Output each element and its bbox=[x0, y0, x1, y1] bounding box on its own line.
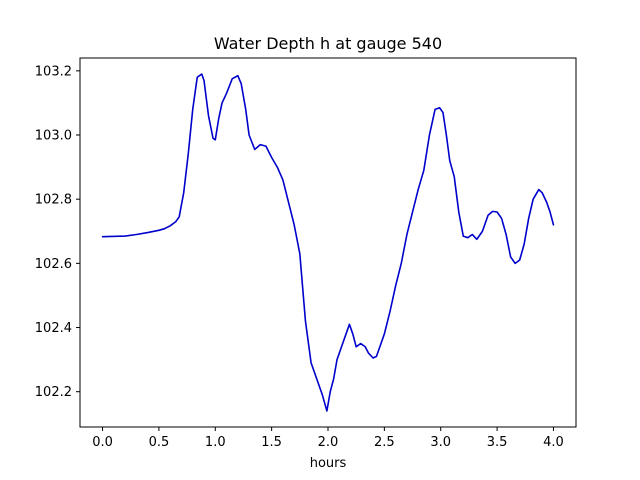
y-tick-label: 102.2 bbox=[35, 385, 72, 400]
plot-area bbox=[79, 57, 577, 428]
x-tick-label: 1.5 bbox=[261, 435, 282, 450]
y-tick-label: 102.4 bbox=[35, 321, 72, 336]
x-tick-label: 0.0 bbox=[92, 435, 113, 450]
chart-title: Water Depth h at gauge 540 bbox=[214, 34, 442, 53]
x-tick-label: 2.0 bbox=[318, 435, 339, 450]
x-tick-label: 2.5 bbox=[374, 435, 395, 450]
y-tick-label: 103.0 bbox=[35, 129, 72, 144]
x-tick-label: 3.0 bbox=[430, 435, 451, 450]
x-tick-label: 0.5 bbox=[149, 435, 170, 450]
y-axis: 102.2 102.4 102.6 102.8 103.0 103.2 bbox=[35, 64, 80, 400]
y-tick-label: 103.2 bbox=[35, 64, 72, 79]
x-tick-label: 1.0 bbox=[205, 435, 226, 450]
x-tick-label: 4.0 bbox=[543, 435, 564, 450]
y-tick-label: 102.8 bbox=[35, 193, 72, 208]
y-tick-label: 102.6 bbox=[35, 257, 72, 272]
series-line-0 bbox=[101, 73, 555, 412]
plot-frame bbox=[79, 57, 577, 428]
x-axis: 0.0 0.5 1.0 1.5 2.0 2.5 3.0 3.5 4.0 bbox=[92, 427, 564, 450]
x-tick-label: 3.5 bbox=[487, 435, 508, 450]
x-axis-label: hours bbox=[310, 456, 347, 471]
